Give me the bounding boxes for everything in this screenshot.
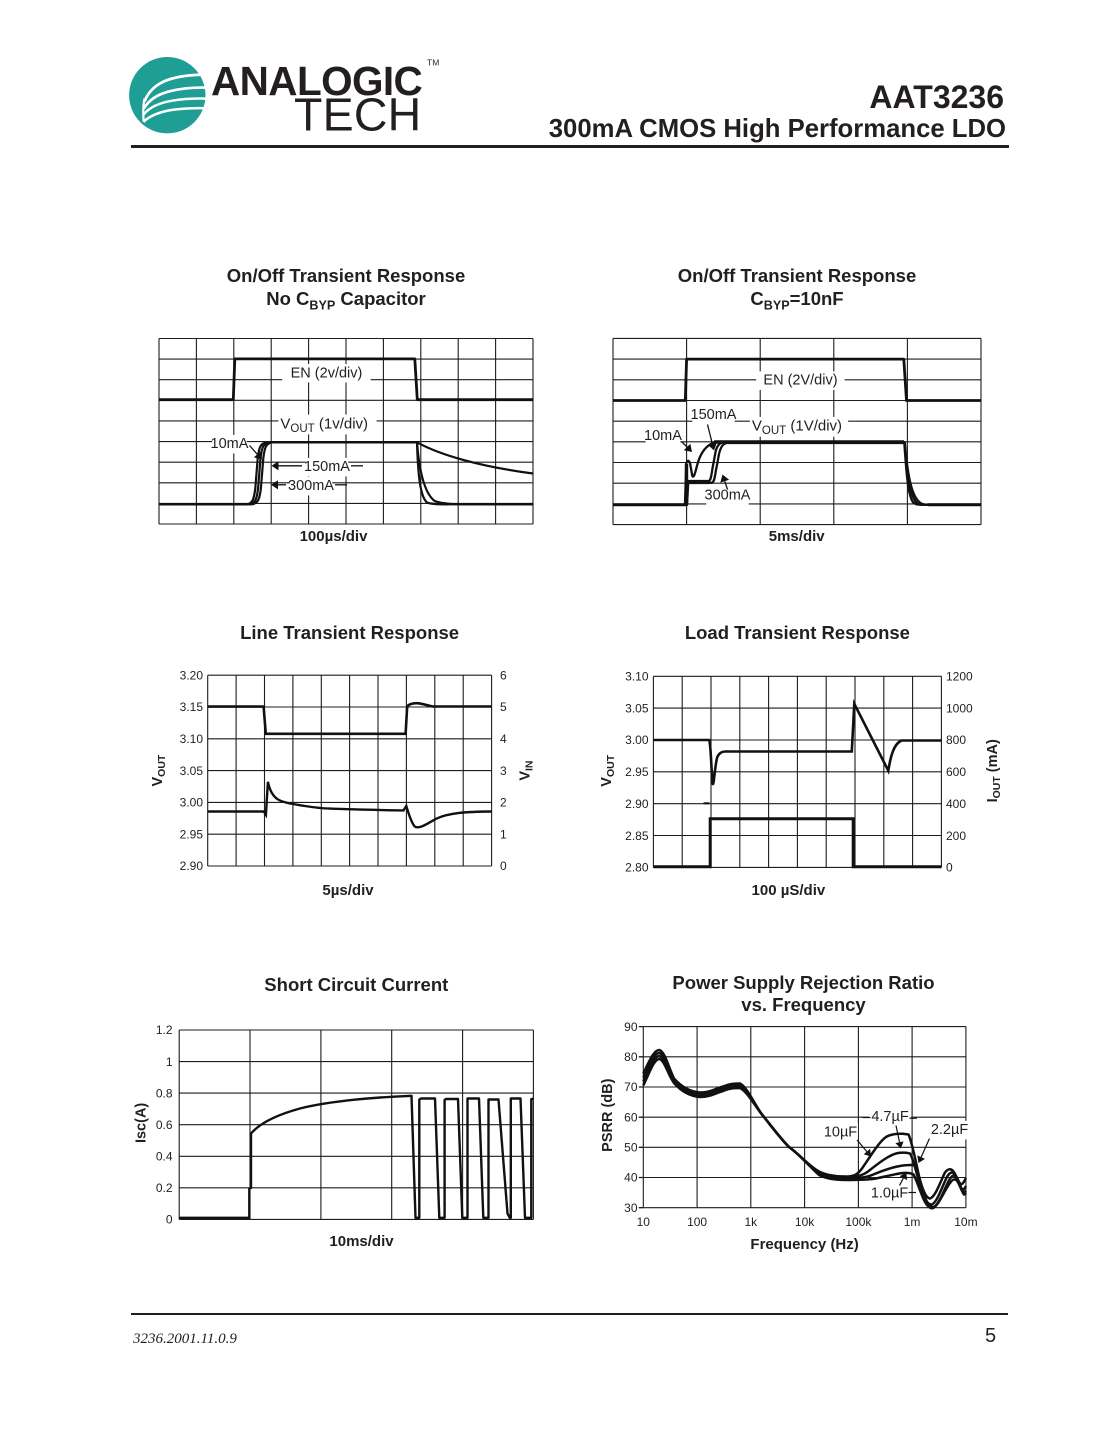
svg-text:80: 80 bbox=[624, 1050, 638, 1064]
svg-text:1: 1 bbox=[166, 1055, 173, 1069]
svg-text:60: 60 bbox=[624, 1110, 638, 1124]
svg-text:10mA: 10mA bbox=[644, 428, 682, 444]
svg-text:100: 100 bbox=[687, 1215, 707, 1229]
svg-text:70: 70 bbox=[624, 1080, 638, 1094]
svg-text:2.95: 2.95 bbox=[625, 765, 649, 779]
svg-text:3.10: 3.10 bbox=[625, 670, 649, 684]
svg-text:Isc(A): Isc(A) bbox=[134, 1103, 150, 1143]
svg-text:1.0µF: 1.0µF bbox=[871, 1185, 909, 1201]
svg-text:3: 3 bbox=[500, 764, 507, 778]
svg-text:5: 5 bbox=[500, 700, 507, 714]
svg-text:TECH: TECH bbox=[294, 89, 421, 141]
svg-text:EN (2V/div): EN (2V/div) bbox=[763, 373, 837, 389]
svg-text:4: 4 bbox=[500, 732, 507, 746]
svg-text:1200: 1200 bbox=[946, 670, 973, 684]
svg-text:40: 40 bbox=[624, 1171, 638, 1185]
svg-text:3.15: 3.15 bbox=[180, 700, 204, 714]
svg-text:0.6: 0.6 bbox=[156, 1118, 173, 1132]
svg-text:100k: 100k bbox=[845, 1215, 872, 1229]
svg-text:600: 600 bbox=[946, 765, 966, 779]
svg-text:2.90: 2.90 bbox=[180, 859, 204, 873]
svg-text:400: 400 bbox=[946, 797, 966, 811]
svg-text:50: 50 bbox=[624, 1141, 638, 1155]
svg-text:1000: 1000 bbox=[946, 701, 973, 715]
svg-text:200: 200 bbox=[946, 829, 966, 843]
svg-text:0.8: 0.8 bbox=[156, 1086, 173, 1100]
svg-text:6: 6 bbox=[500, 668, 507, 682]
svg-text:1.2: 1.2 bbox=[156, 1023, 173, 1037]
svg-text:90: 90 bbox=[624, 1020, 638, 1034]
svg-text:0: 0 bbox=[166, 1213, 173, 1227]
svg-text:4.7µF: 4.7µF bbox=[871, 1109, 909, 1125]
svg-text:3.00: 3.00 bbox=[180, 796, 204, 810]
svg-text:10: 10 bbox=[637, 1215, 651, 1229]
svg-text:300mA: 300mA bbox=[288, 478, 334, 494]
svg-text:EN (2v/div): EN (2v/div) bbox=[291, 365, 363, 381]
svg-text:10mA: 10mA bbox=[211, 436, 249, 452]
svg-text:ANALOGIC: ANALOGIC bbox=[211, 58, 423, 104]
svg-text:2.90: 2.90 bbox=[625, 797, 649, 811]
svg-text:2.85: 2.85 bbox=[625, 829, 649, 843]
svg-text:0: 0 bbox=[500, 859, 507, 873]
svg-text:10µF: 10µF bbox=[824, 1125, 857, 1141]
svg-text:3.05: 3.05 bbox=[625, 701, 649, 715]
svg-text:1k: 1k bbox=[744, 1215, 758, 1229]
svg-text:1m: 1m bbox=[904, 1215, 921, 1229]
svg-text:2.2µF: 2.2µF bbox=[931, 1122, 969, 1138]
svg-text:10m: 10m bbox=[954, 1215, 977, 1229]
svg-text:0.2: 0.2 bbox=[156, 1181, 173, 1195]
svg-text:2: 2 bbox=[500, 796, 507, 810]
svg-text:10k: 10k bbox=[795, 1215, 815, 1229]
svg-text:3.20: 3.20 bbox=[180, 668, 204, 682]
svg-text:3.05: 3.05 bbox=[180, 764, 204, 778]
svg-text:2.95: 2.95 bbox=[180, 827, 204, 841]
svg-text:3.10: 3.10 bbox=[180, 732, 204, 746]
svg-text:PSRR (dB): PSRR (dB) bbox=[600, 1078, 616, 1151]
svg-text:3.00: 3.00 bbox=[625, 733, 649, 747]
svg-text:0: 0 bbox=[946, 861, 953, 875]
svg-text:150mA: 150mA bbox=[691, 407, 737, 423]
svg-text:150mA: 150mA bbox=[304, 459, 350, 475]
svg-text:2.80: 2.80 bbox=[625, 861, 649, 875]
svg-text:300mA: 300mA bbox=[705, 488, 751, 504]
svg-text:0.4: 0.4 bbox=[156, 1150, 173, 1164]
svg-text:800: 800 bbox=[946, 733, 966, 747]
svg-text:30: 30 bbox=[624, 1201, 638, 1215]
svg-text:TM: TM bbox=[427, 58, 439, 68]
svg-text:1: 1 bbox=[500, 827, 507, 841]
